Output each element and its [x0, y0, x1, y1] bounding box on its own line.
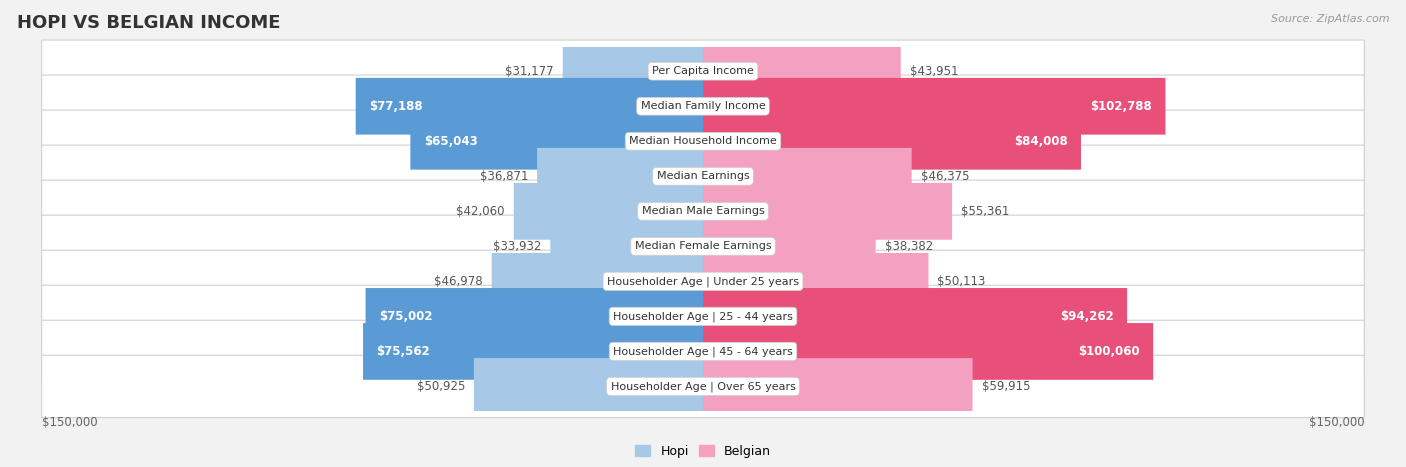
Text: $55,361: $55,361: [962, 205, 1010, 218]
FancyBboxPatch shape: [703, 358, 973, 415]
Text: $77,188: $77,188: [370, 100, 423, 113]
Text: Householder Age | 45 - 64 years: Householder Age | 45 - 64 years: [613, 346, 793, 357]
Text: $42,060: $42,060: [457, 205, 505, 218]
Text: $31,177: $31,177: [505, 65, 554, 78]
FancyBboxPatch shape: [703, 148, 911, 205]
FancyBboxPatch shape: [42, 110, 1364, 172]
Text: $43,951: $43,951: [910, 65, 959, 78]
FancyBboxPatch shape: [42, 145, 1364, 207]
FancyBboxPatch shape: [42, 285, 1364, 347]
FancyBboxPatch shape: [42, 40, 1364, 102]
FancyBboxPatch shape: [42, 320, 1364, 382]
Text: Householder Age | Under 25 years: Householder Age | Under 25 years: [607, 276, 799, 287]
Text: Median Male Earnings: Median Male Earnings: [641, 206, 765, 216]
Text: Per Capita Income: Per Capita Income: [652, 66, 754, 76]
Text: $94,262: $94,262: [1060, 310, 1114, 323]
Text: Median Household Income: Median Household Income: [628, 136, 778, 146]
FancyBboxPatch shape: [703, 113, 1081, 170]
Text: $102,788: $102,788: [1090, 100, 1152, 113]
Text: $65,043: $65,043: [423, 135, 478, 148]
FancyBboxPatch shape: [42, 250, 1364, 312]
FancyBboxPatch shape: [703, 323, 1153, 380]
FancyBboxPatch shape: [363, 323, 703, 380]
FancyBboxPatch shape: [42, 180, 1364, 242]
Text: $46,978: $46,978: [434, 275, 482, 288]
Text: $50,113: $50,113: [938, 275, 986, 288]
FancyBboxPatch shape: [562, 43, 703, 99]
Text: $38,382: $38,382: [884, 240, 934, 253]
FancyBboxPatch shape: [366, 288, 703, 345]
FancyBboxPatch shape: [492, 253, 703, 310]
Text: Householder Age | 25 - 44 years: Householder Age | 25 - 44 years: [613, 311, 793, 322]
FancyBboxPatch shape: [42, 215, 1364, 277]
FancyBboxPatch shape: [537, 148, 703, 205]
FancyBboxPatch shape: [550, 218, 703, 275]
Text: HOPI VS BELGIAN INCOME: HOPI VS BELGIAN INCOME: [17, 14, 280, 32]
Text: $36,871: $36,871: [479, 170, 529, 183]
FancyBboxPatch shape: [42, 75, 1364, 137]
Text: Median Earnings: Median Earnings: [657, 171, 749, 181]
FancyBboxPatch shape: [703, 218, 876, 275]
FancyBboxPatch shape: [703, 43, 901, 99]
Text: Householder Age | Over 65 years: Householder Age | Over 65 years: [610, 381, 796, 392]
FancyBboxPatch shape: [703, 288, 1128, 345]
FancyBboxPatch shape: [474, 358, 703, 415]
FancyBboxPatch shape: [513, 183, 703, 240]
Text: Median Female Earnings: Median Female Earnings: [634, 241, 772, 251]
FancyBboxPatch shape: [42, 355, 1364, 417]
Legend: Hopi, Belgian: Hopi, Belgian: [630, 440, 776, 463]
Text: Source: ZipAtlas.com: Source: ZipAtlas.com: [1271, 14, 1389, 24]
Text: $33,932: $33,932: [494, 240, 541, 253]
Text: $150,000: $150,000: [1309, 416, 1364, 429]
Text: $84,008: $84,008: [1014, 135, 1067, 148]
Text: $150,000: $150,000: [42, 416, 97, 429]
Text: $46,375: $46,375: [921, 170, 969, 183]
FancyBboxPatch shape: [411, 113, 703, 170]
Text: $50,925: $50,925: [416, 380, 465, 393]
Text: $59,915: $59,915: [981, 380, 1031, 393]
FancyBboxPatch shape: [703, 253, 928, 310]
FancyBboxPatch shape: [703, 78, 1166, 134]
FancyBboxPatch shape: [356, 78, 703, 134]
Text: Median Family Income: Median Family Income: [641, 101, 765, 111]
Text: $100,060: $100,060: [1078, 345, 1140, 358]
FancyBboxPatch shape: [703, 183, 952, 240]
Text: $75,562: $75,562: [377, 345, 430, 358]
Text: $75,002: $75,002: [380, 310, 433, 323]
